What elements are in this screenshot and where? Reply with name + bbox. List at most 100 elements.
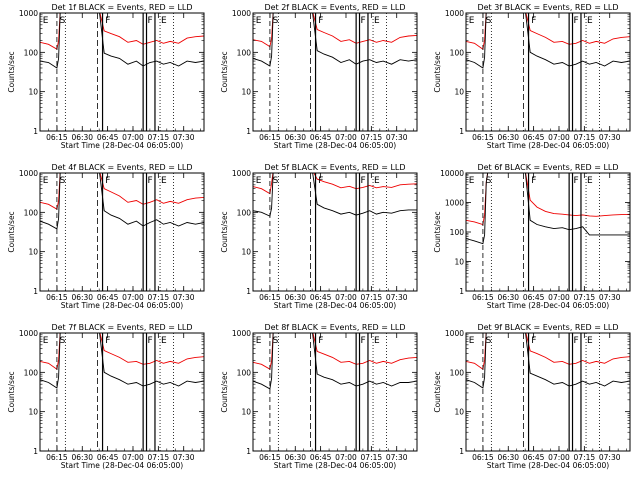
x-tick-label: 06:30	[284, 133, 306, 142]
x-tick-label: 06:45	[310, 133, 332, 142]
x-tick-label: 07:15	[361, 133, 383, 142]
panel-title: Det 6f BLACK = Events, RED = LLD	[477, 163, 618, 172]
y-axis-label: Counts/sec	[7, 211, 16, 252]
event-letter-e: E	[469, 16, 475, 26]
event-letter-s: S	[273, 16, 279, 26]
x-axis-label: Start Time (28-Dec-04 06:05:00)	[61, 461, 183, 470]
x-tick-label: 06:30	[284, 293, 306, 302]
x-tick-label: 07:30	[386, 453, 408, 462]
event-letter-f: F	[318, 176, 323, 186]
series-events-line	[40, 333, 204, 389]
y-tick-label: 10	[454, 258, 464, 267]
y-tick-label: 10000	[440, 169, 464, 178]
y-tick-label: 100	[24, 368, 39, 377]
event-letter-f: F	[574, 16, 579, 26]
y-tick-label: 1000	[19, 169, 38, 178]
panel-title: Det 2f BLACK = Events, RED = LLD	[264, 3, 405, 12]
x-tick-label: 07:30	[599, 293, 621, 302]
y-tick-label: 100	[24, 48, 39, 57]
x-tick-label: 06:45	[310, 293, 332, 302]
y-axis-label: Counts/sec	[433, 371, 442, 412]
y-tick-label: 1000	[445, 329, 464, 338]
y-tick-label: 1000	[232, 9, 251, 18]
y-tick-label: 100	[237, 48, 252, 57]
x-tick-label: 07:15	[148, 453, 170, 462]
x-tick-label: 06:45	[523, 293, 545, 302]
x-axis-label: Start Time (28-Dec-04 06:05:00)	[274, 301, 396, 310]
event-letter-f: F	[574, 336, 579, 346]
event-letter-s: S	[273, 336, 279, 346]
x-tick-label: 06:15	[46, 453, 68, 462]
x-tick-label: 07:30	[599, 133, 621, 142]
y-tick-label: 1000	[232, 329, 251, 338]
event-letter-f: F	[318, 16, 323, 26]
y-tick-label: 10	[454, 88, 464, 97]
y-axis-label: Counts/sec	[7, 371, 16, 412]
panel-title: Det 1f BLACK = Events, RED = LLD	[51, 3, 192, 12]
y-axis-label: Counts/sec	[220, 371, 229, 412]
event-letter-f: F	[361, 336, 366, 346]
event-letter-f: F	[531, 16, 536, 26]
x-tick-label: 07:30	[386, 293, 408, 302]
y-tick-label: 1	[246, 287, 251, 296]
x-tick-label: 06:45	[97, 133, 119, 142]
event-letter-s: S	[486, 336, 492, 346]
event-letter-f: F	[105, 16, 110, 26]
y-tick-label: 10	[28, 248, 38, 257]
y-tick-label: 1	[459, 287, 464, 296]
x-axis-label: Start Time (28-Dec-04 06:05:00)	[274, 461, 396, 470]
event-letter-f: F	[531, 336, 536, 346]
x-axis-label: Start Time (28-Dec-04 06:05:00)	[487, 141, 609, 150]
plot-frame	[39, 332, 205, 452]
x-tick-label: 06:30	[284, 453, 306, 462]
x-tick-label: 07:15	[574, 133, 596, 142]
y-tick-label: 100	[237, 208, 252, 217]
x-tick-label: 07:00	[548, 453, 570, 462]
y-tick-label: 100	[450, 48, 465, 57]
y-tick-label: 1000	[445, 199, 464, 208]
x-tick-label: 06:30	[497, 293, 519, 302]
x-axis-label: Start Time (28-Dec-04 06:05:00)	[274, 141, 396, 150]
event-letter-e: E	[256, 176, 262, 186]
y-tick-label: 100	[24, 208, 39, 217]
event-letter-f: F	[318, 336, 323, 346]
y-axis-label: Counts/sec	[7, 51, 16, 92]
series-events-line	[253, 173, 417, 217]
y-tick-label: 10	[241, 88, 251, 97]
event-letter-e: E	[43, 336, 49, 346]
x-tick-label: 07:15	[148, 293, 170, 302]
panel-title: Det 7f BLACK = Events, RED = LLD	[51, 323, 192, 332]
x-tick-label: 07:00	[335, 133, 357, 142]
x-tick-label: 07:15	[148, 133, 170, 142]
y-tick-label: 1000	[445, 9, 464, 18]
x-tick-label: 06:45	[97, 453, 119, 462]
x-tick-label: 07:30	[173, 133, 195, 142]
event-letter-e: E	[469, 336, 475, 346]
series-events-line	[40, 13, 204, 69]
y-tick-label: 1	[33, 127, 38, 136]
x-tick-label: 06:15	[46, 293, 68, 302]
event-letter-e: E	[374, 336, 380, 346]
x-tick-label: 07:15	[574, 293, 596, 302]
x-tick-label: 06:15	[259, 453, 281, 462]
x-tick-label: 06:30	[71, 453, 93, 462]
y-tick-label: 100	[237, 368, 252, 377]
x-tick-label: 06:45	[97, 293, 119, 302]
event-letter-f: F	[105, 176, 110, 186]
x-tick-label: 07:15	[361, 293, 383, 302]
x-tick-label: 07:00	[335, 293, 357, 302]
series-lld-line	[253, 173, 417, 195]
event-letter-e: E	[469, 176, 475, 186]
x-tick-label: 06:30	[71, 293, 93, 302]
y-tick-label: 1000	[19, 329, 38, 338]
series-events-line	[466, 13, 630, 69]
plot-frame	[465, 332, 631, 452]
